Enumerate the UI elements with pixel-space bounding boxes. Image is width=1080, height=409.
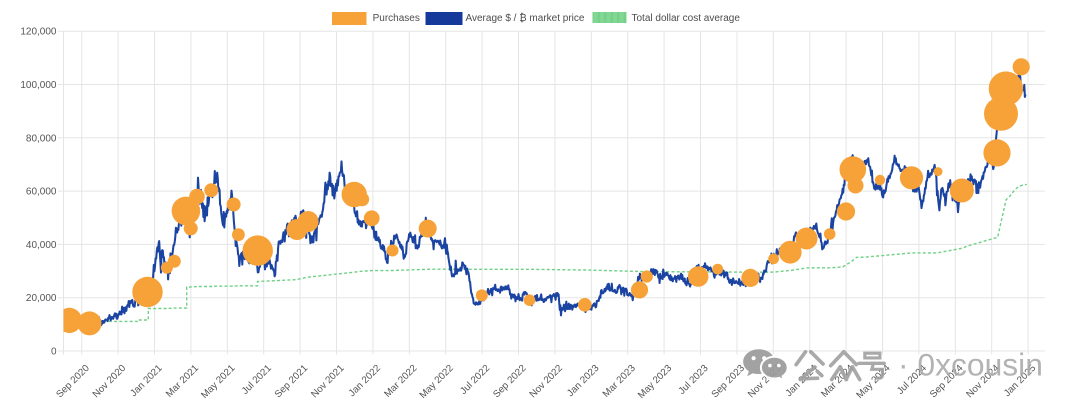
- svg-text:60,000: 60,000: [26, 187, 57, 198]
- svg-text:120,000: 120,000: [20, 27, 57, 38]
- svg-text:80,000: 80,000: [26, 133, 57, 144]
- svg-text:· 0xcousin: · 0xcousin: [898, 347, 1043, 383]
- svg-text:Jan 2022: Jan 2022: [347, 363, 383, 399]
- svg-text:Mar 2021: Mar 2021: [164, 363, 201, 400]
- svg-text:Jul 2023: Jul 2023: [677, 362, 711, 396]
- svg-text:Sep 2023: Sep 2023: [710, 362, 748, 400]
- svg-text:Total dollar cost average: Total dollar cost average: [632, 13, 741, 24]
- svg-text:Jan 2023: Jan 2023: [565, 362, 602, 399]
- svg-text:Mar 2023: Mar 2023: [601, 362, 638, 399]
- svg-text:0: 0: [51, 347, 57, 358]
- svg-text:Sep 2022: Sep 2022: [491, 363, 528, 400]
- svg-text:Sep 2021: Sep 2021: [273, 363, 310, 400]
- svg-text:Jul 2022: Jul 2022: [458, 363, 492, 397]
- svg-text:Mar 2022: Mar 2022: [382, 363, 419, 400]
- svg-text:20,000: 20,000: [26, 293, 57, 304]
- svg-text:Nov 2022: Nov 2022: [528, 363, 565, 400]
- svg-text:Jul 2021: Jul 2021: [240, 363, 274, 397]
- svg-text:Jan 2021: Jan 2021: [128, 363, 164, 399]
- svg-text:Nov 2021: Nov 2021: [309, 363, 346, 400]
- svg-text:May 2023: May 2023: [636, 362, 675, 401]
- svg-text:Average $ / ₿ market price: Average $ / ₿ market price: [466, 12, 585, 24]
- svg-text:Sep 2020: Sep 2020: [54, 362, 92, 400]
- svg-text:May 2022: May 2022: [418, 363, 456, 401]
- svg-text:100,000: 100,000: [20, 80, 57, 91]
- svg-text:Nov 2020: Nov 2020: [91, 362, 129, 400]
- svg-text:May 2021: May 2021: [199, 363, 237, 401]
- svg-text:40,000: 40,000: [26, 240, 57, 251]
- svg-text:Purchases: Purchases: [373, 13, 420, 24]
